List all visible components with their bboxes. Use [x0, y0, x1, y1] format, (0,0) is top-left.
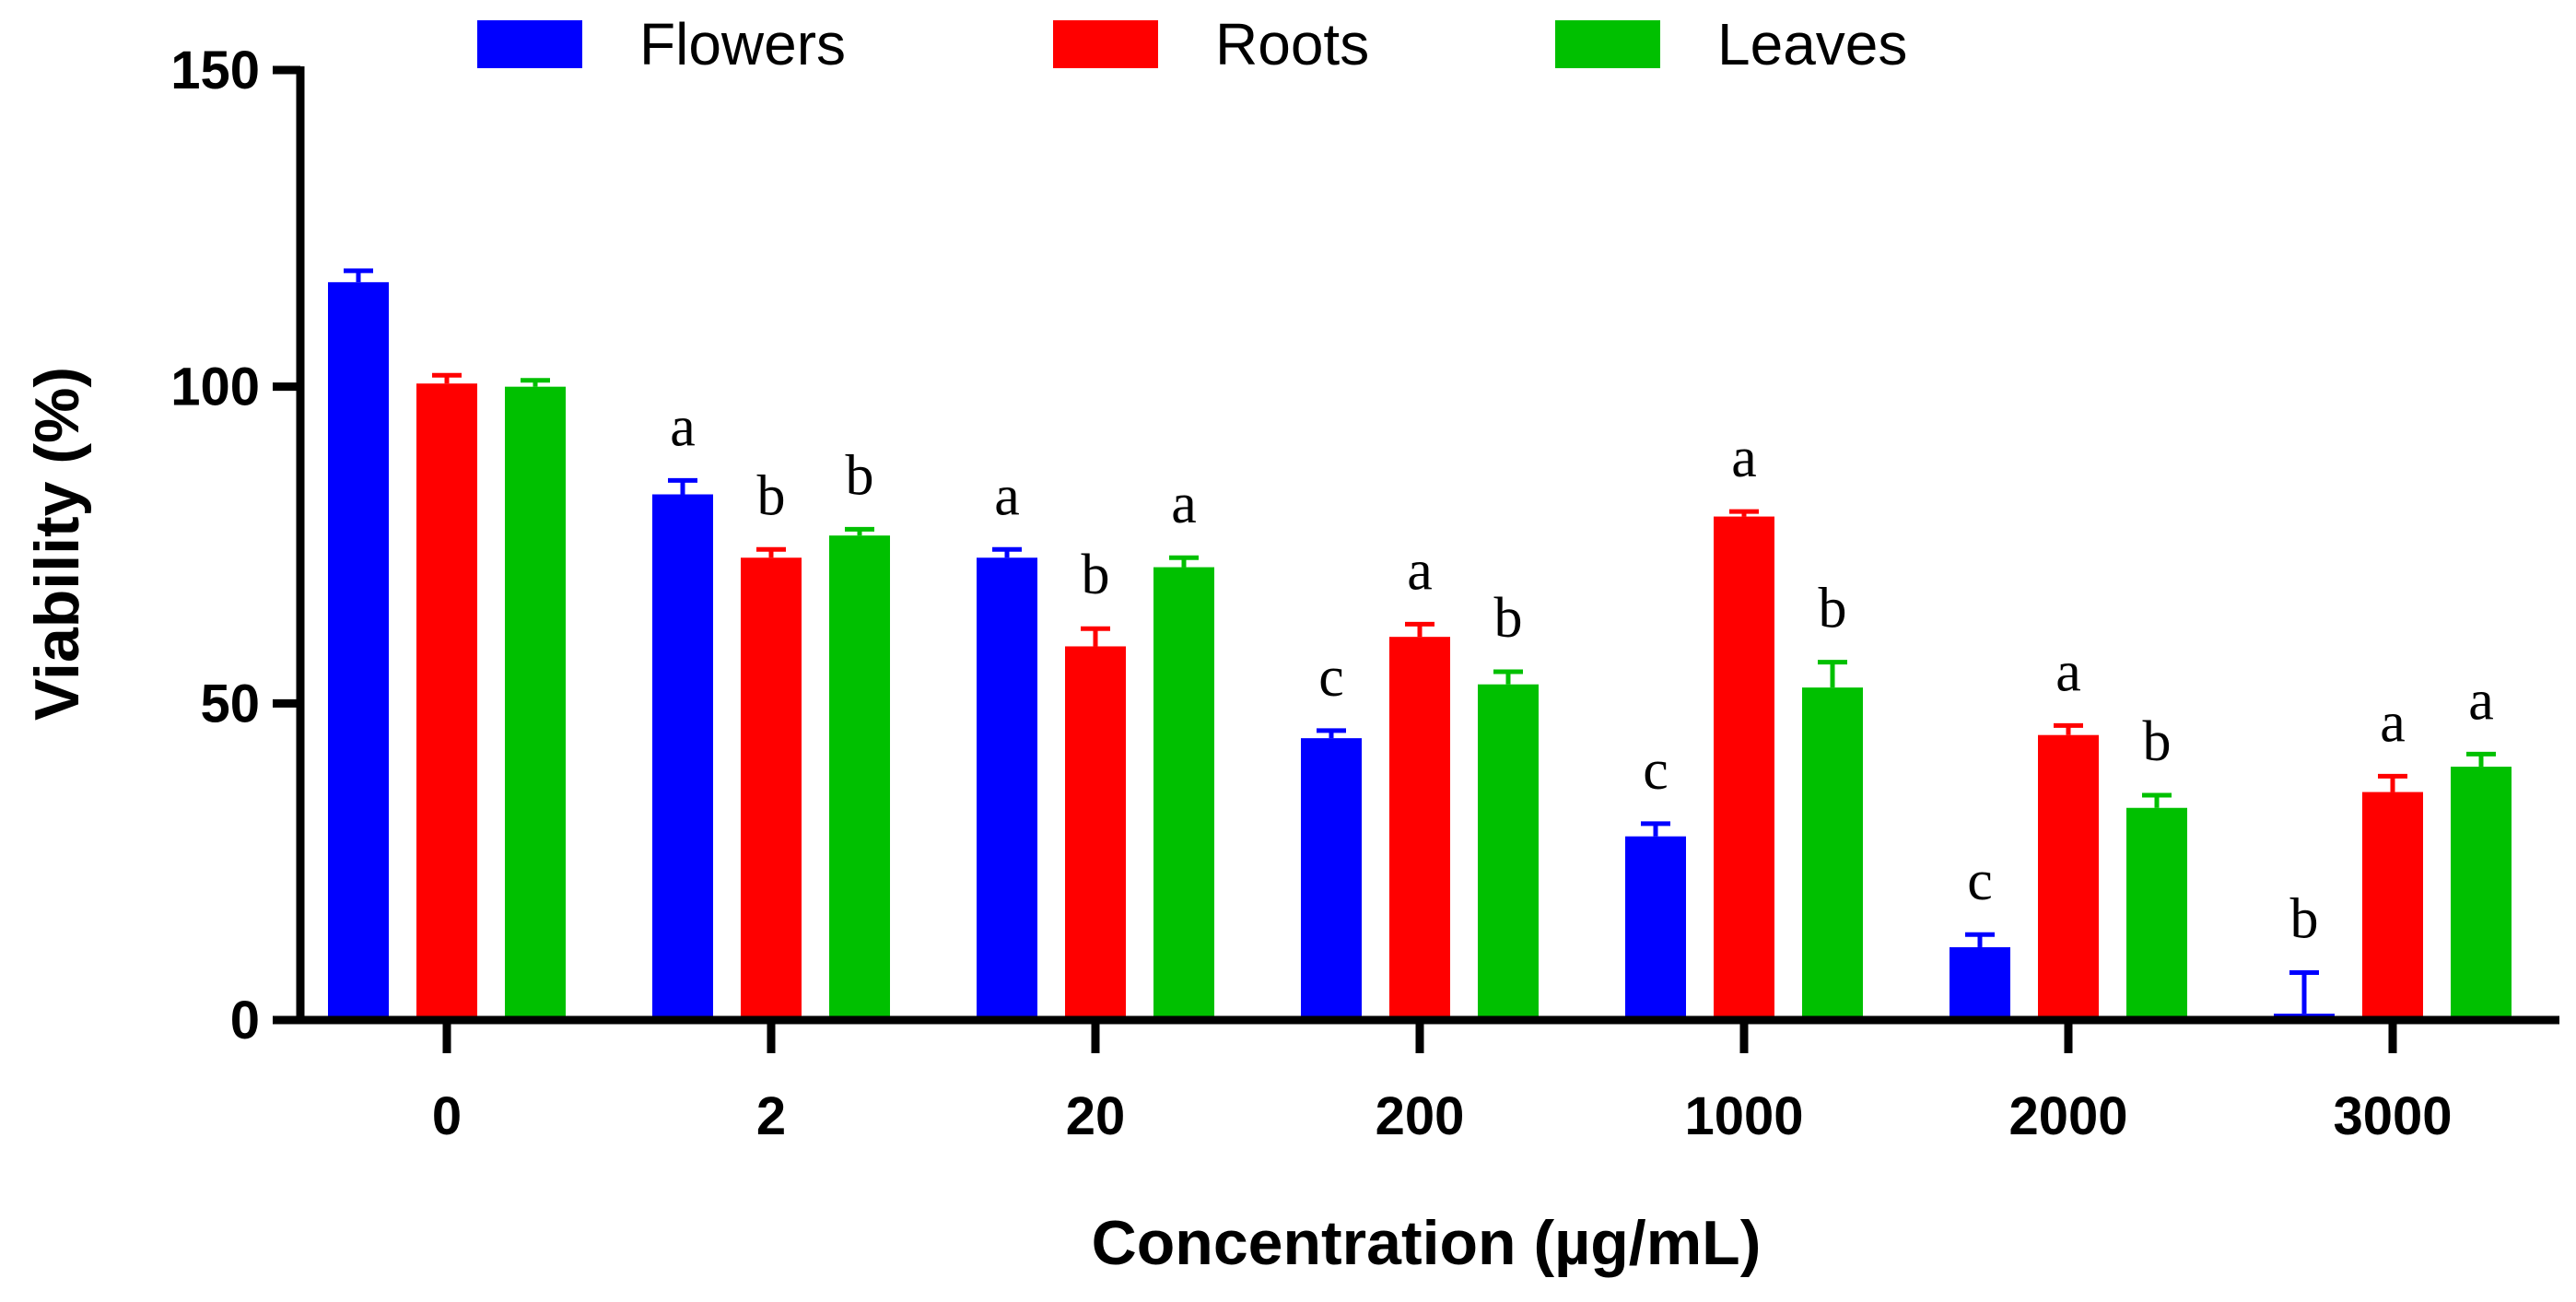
legend-swatch-leaves [1555, 20, 1660, 68]
sig-letter-roots-20: b [1082, 544, 1110, 606]
sig-letter-roots-3000: a [2380, 691, 2406, 754]
bar-flowers-20 [977, 557, 1037, 1020]
x-tick-label-3000: 3000 [2333, 1086, 2452, 1146]
x-tick-label-20: 20 [1066, 1086, 1126, 1146]
bar-roots-1000 [1714, 516, 1774, 1020]
x-tick-label-1000: 1000 [1684, 1086, 1803, 1146]
sig-letter-flowers-3000: b [2290, 887, 2319, 950]
legend-swatch-flowers [477, 20, 582, 68]
legend-label-roots: Roots [1215, 11, 1369, 77]
sig-letter-roots-200: a [1407, 539, 1433, 602]
bar-leaves-2 [829, 535, 890, 1020]
sig-letter-flowers-2: a [670, 395, 696, 458]
y-tick-label-150: 150 [170, 41, 260, 100]
bar-leaves-0 [505, 386, 566, 1021]
x-tick-label-2000: 2000 [2008, 1086, 2127, 1146]
sig-letter-leaves-200: b [1494, 587, 1523, 650]
bar-leaves-3000 [2451, 767, 2512, 1020]
x-tick-label-0: 0 [432, 1086, 462, 1146]
bar-flowers-2 [652, 494, 713, 1020]
sig-letter-flowers-20: a [994, 464, 1020, 527]
legend: Flowers Roots Leaves [477, 11, 1907, 77]
bar-roots-2000 [2038, 734, 2099, 1020]
bar-flowers-1000 [1625, 836, 1686, 1020]
y-tick-label-50: 50 [200, 674, 260, 733]
y-tick-label-0: 0 [230, 991, 260, 1050]
bar-flowers-2000 [1950, 946, 2010, 1020]
bar-flowers-200 [1301, 738, 1362, 1020]
x-tick-label-200: 200 [1376, 1086, 1465, 1146]
sig-letter-leaves-20: a [1171, 473, 1197, 535]
sig-letter-roots-2: b [757, 464, 786, 527]
sig-letter-flowers-200: c [1318, 646, 1344, 709]
sig-letter-leaves-1000: b [1819, 578, 1847, 640]
bar-roots-200 [1389, 637, 1450, 1020]
bar-roots-3000 [2362, 792, 2423, 1020]
sig-letter-leaves-3000: a [2468, 669, 2494, 732]
sig-letter-roots-1000: a [1731, 427, 1757, 489]
x-tick-label-2: 2 [756, 1086, 786, 1146]
bar-leaves-2000 [2126, 807, 2187, 1020]
y-axis-title: Viability (%) [22, 367, 92, 721]
legend-swatch-roots [1053, 20, 1158, 68]
sig-letter-leaves-2000: b [2143, 710, 2172, 773]
bar-leaves-20 [1153, 567, 1214, 1020]
sig-letter-leaves-2: b [846, 444, 874, 507]
legend-label-flowers: Flowers [639, 11, 846, 77]
bar-roots-20 [1065, 646, 1126, 1020]
x-axis-title: Concentration (µg/mL) [1092, 1208, 1762, 1278]
bar-roots-2 [741, 557, 802, 1020]
sig-letter-flowers-1000: c [1643, 739, 1669, 802]
bar-roots-0 [416, 383, 477, 1021]
sig-letter-roots-2000: a [2055, 640, 2081, 703]
legend-label-leaves: Leaves [1717, 11, 1907, 77]
sig-letter-flowers-2000: c [1967, 850, 1993, 912]
bar-leaves-200 [1478, 684, 1539, 1020]
y-tick-label-100: 100 [170, 358, 260, 417]
bar-flowers-0 [328, 282, 389, 1020]
bar-leaves-1000 [1802, 687, 1863, 1020]
